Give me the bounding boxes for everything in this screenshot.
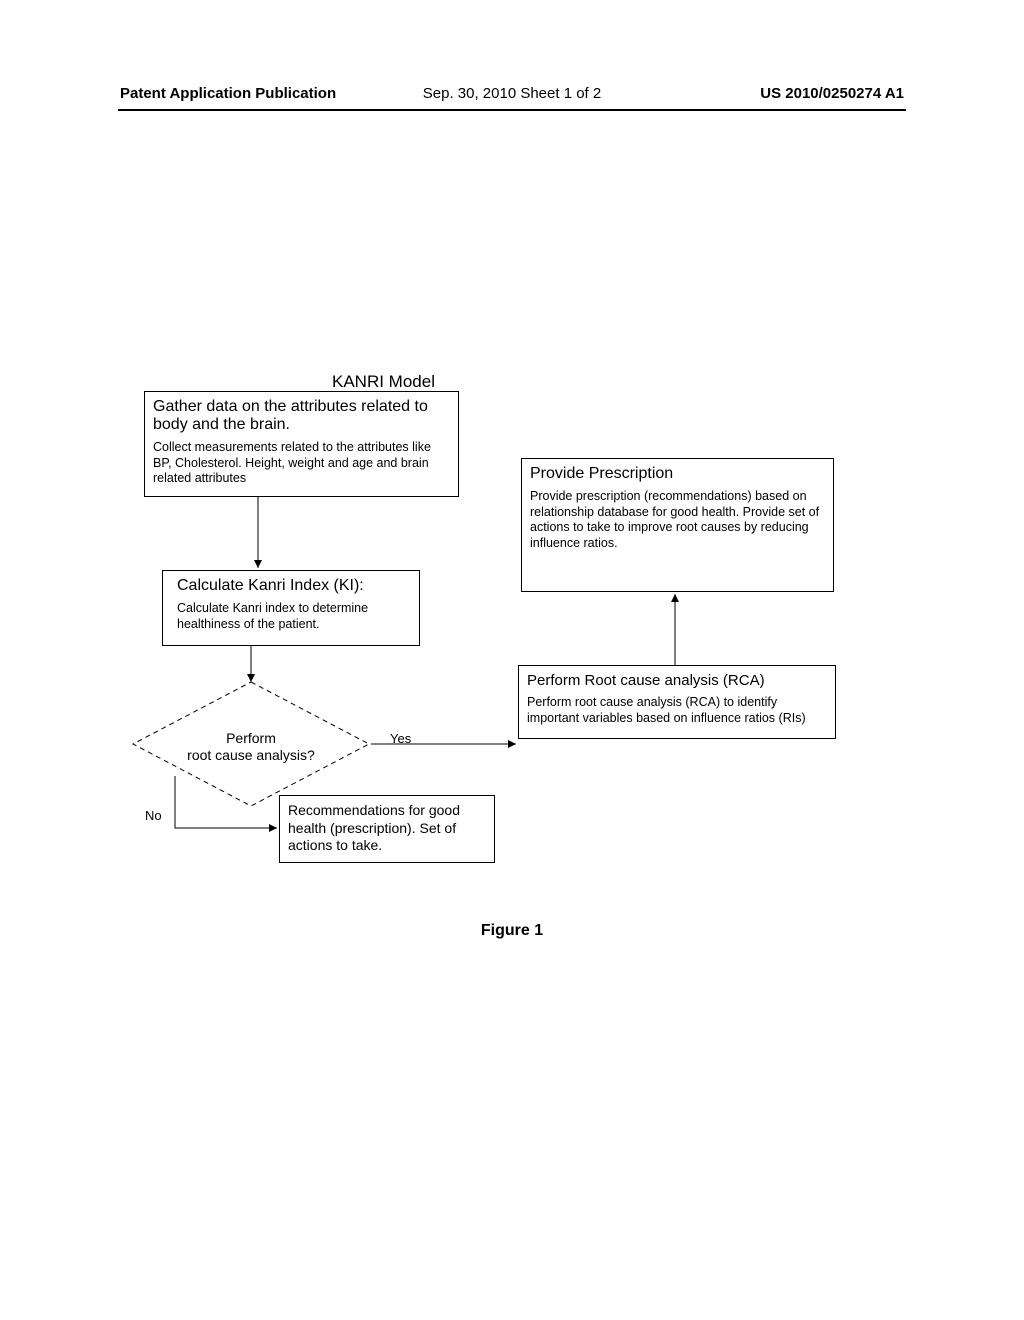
box-rca: Perform Root cause analysis (RCA) Perfor… [518, 665, 836, 739]
box-recommendations-simple: Recommendations for good health (prescri… [279, 795, 495, 863]
box-rca-sub: Perform root cause analysis (RCA) to ide… [527, 695, 827, 726]
decision-line2: root cause analysis? [187, 747, 315, 763]
box-prescription-title: Provide Prescription [530, 465, 825, 483]
box-gather-sub: Collect measurements related to the attr… [153, 440, 450, 487]
connectors [0, 0, 1024, 1320]
header-rule [118, 109, 906, 111]
box-calculate-ki: Calculate Kanri Index (KI): Calculate Ka… [162, 570, 420, 646]
box-provide-prescription: Provide Prescription Provide prescriptio… [521, 458, 834, 592]
box-ki-title: Calculate Kanri Index (KI): [177, 577, 411, 595]
header-center: Sep. 30, 2010 Sheet 1 of 2 [423, 85, 601, 102]
decision-line1: Perform [226, 730, 276, 746]
edge-label-no: No [145, 808, 162, 823]
box-ki-sub: Calculate Kanri index to determine healt… [177, 601, 411, 632]
figure-caption: Figure 1 [0, 922, 1024, 940]
header-left: Patent Application Publication [120, 85, 336, 102]
decision-diamond: Perform root cause analysis? [131, 680, 371, 808]
header-right: US 2010/0250274 A1 [760, 85, 904, 102]
box-gather-title: Gather data on the attributes related to… [153, 398, 450, 434]
box-gather-data: Gather data on the attributes related to… [144, 391, 459, 497]
box-prescription-sub: Provide prescription (recommendations) b… [530, 489, 825, 552]
decision-text: Perform root cause analysis? [131, 730, 371, 764]
page-header: Patent Application Publication Sep. 30, … [0, 85, 1024, 109]
diagram-title: KANRI Model [332, 372, 435, 392]
edge-label-yes: Yes [390, 731, 411, 746]
box-rca-title: Perform Root cause analysis (RCA) [527, 672, 827, 689]
